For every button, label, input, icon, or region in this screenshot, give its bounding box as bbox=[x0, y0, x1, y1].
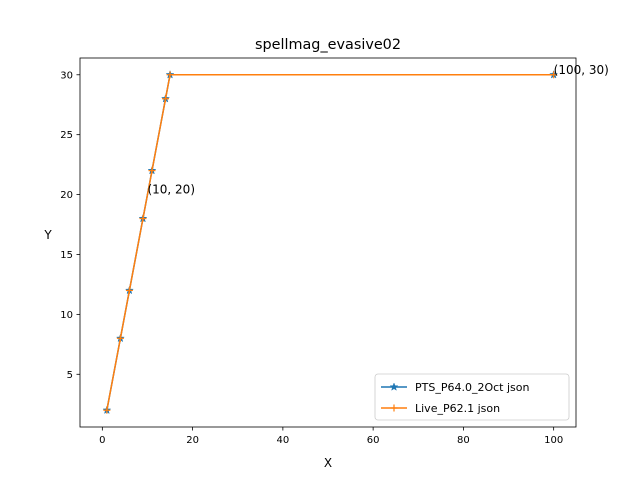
y-tick-label: 25 bbox=[60, 130, 73, 141]
legend-marker bbox=[389, 382, 399, 391]
x-tick-label: 80 bbox=[457, 435, 470, 446]
axes: 0 20 40 60 80 100 5 10 15 20 25 30 bbox=[60, 57, 577, 446]
data-point bbox=[125, 286, 133, 294]
annotations: (10, 20) (100, 30) bbox=[147, 63, 608, 197]
y-axis-label: Y bbox=[43, 228, 52, 242]
data-point bbox=[139, 215, 147, 223]
data-point bbox=[148, 167, 156, 175]
x-tick-label: 40 bbox=[277, 435, 290, 446]
data-point bbox=[550, 71, 558, 79]
y-tick-label: 10 bbox=[60, 310, 73, 321]
legend-box bbox=[374, 373, 570, 421]
annotation-label: (100, 30) bbox=[554, 63, 609, 77]
y-tick-label: 20 bbox=[60, 190, 73, 201]
data-point bbox=[166, 71, 174, 79]
legend: PTS_P64.0_2Oct json Live_P62.1 json bbox=[374, 373, 570, 421]
y-tick-label: 15 bbox=[60, 250, 73, 261]
axes-frame bbox=[79, 57, 577, 428]
series-line bbox=[106, 74, 554, 411]
legend-label: Live_P62.1 json bbox=[415, 402, 500, 415]
series-2 bbox=[103, 71, 558, 414]
x-tick-label: 0 bbox=[99, 435, 105, 446]
legend-item: PTS_P64.0_2Oct json bbox=[381, 381, 529, 394]
y-tick-label: 5 bbox=[67, 370, 73, 381]
series-layer bbox=[102, 70, 559, 415]
legend-item: Live_P62.1 json bbox=[381, 402, 500, 415]
x-tick-label: 20 bbox=[186, 435, 199, 446]
chart-title: spellmag_evasive02 bbox=[255, 37, 401, 53]
y-tick-label: 30 bbox=[60, 70, 73, 81]
data-point bbox=[116, 334, 124, 342]
annotation-label: (10, 20) bbox=[147, 183, 195, 197]
data-point bbox=[103, 406, 111, 414]
x-tick-label: 60 bbox=[367, 435, 380, 446]
legend-label: PTS_P64.0_2Oct json bbox=[415, 381, 529, 394]
x-axis-label: X bbox=[324, 456, 332, 470]
x-tick-label: 100 bbox=[544, 435, 563, 446]
legend-marker bbox=[390, 404, 398, 412]
data-point bbox=[162, 95, 170, 103]
